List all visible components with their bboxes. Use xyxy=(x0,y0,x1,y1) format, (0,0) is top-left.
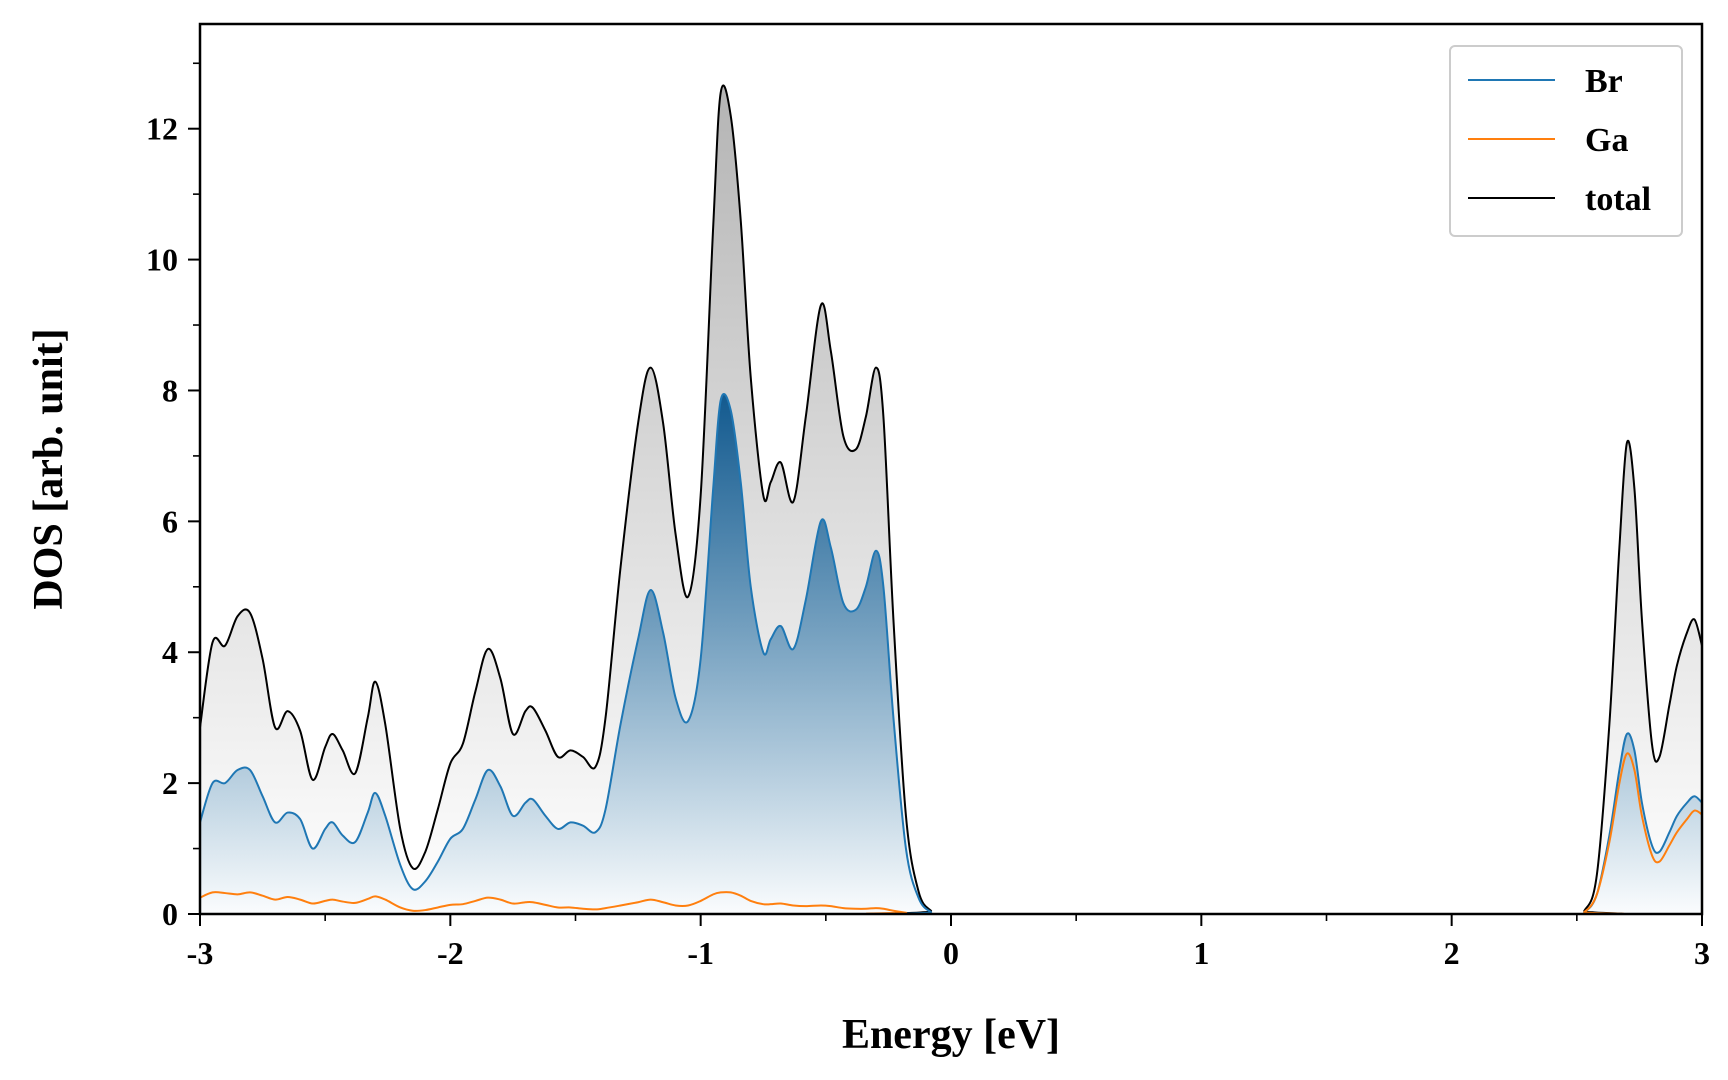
x-axis-title: Energy [eV] xyxy=(842,1012,1060,1058)
legend-label-br: Br xyxy=(1585,63,1623,100)
x-tick-label: 0 xyxy=(943,935,959,971)
x-tick-label: -1 xyxy=(687,935,714,971)
y-tick-label: 6 xyxy=(162,503,178,539)
br-fill-area xyxy=(200,394,1702,914)
x-tick-label: 3 xyxy=(1694,935,1710,971)
y-axis-title: DOS [arb. unit] xyxy=(26,328,72,609)
ga-series-line xyxy=(200,752,1702,914)
y-tick-label: 10 xyxy=(146,242,178,278)
x-tick-label: 2 xyxy=(1444,935,1460,971)
y-axis-ticks: 0 2 4 6 8 10 12 xyxy=(146,62,200,932)
legend-label-total: total xyxy=(1585,181,1651,218)
x-tick-label: 1 xyxy=(1193,935,1209,971)
y-tick-label: 12 xyxy=(146,111,178,147)
x-tick-label: -3 xyxy=(187,935,214,971)
x-tick-label: -2 xyxy=(437,935,464,971)
total-series-line xyxy=(200,84,1702,914)
br-series-line xyxy=(200,393,1702,914)
total-fill-area xyxy=(200,85,1702,914)
y-tick-label: 4 xyxy=(162,634,178,670)
x-axis-ticks: -3 -2 -1 0 1 2 3 xyxy=(187,914,1710,971)
legend: Br Ga total xyxy=(1449,45,1683,237)
y-tick-label: 2 xyxy=(162,765,178,801)
legend-frame xyxy=(1449,45,1683,237)
y-tick-label: 8 xyxy=(162,372,178,408)
y-tick-label: 0 xyxy=(162,896,178,932)
legend-label-ga: Ga xyxy=(1585,122,1628,159)
